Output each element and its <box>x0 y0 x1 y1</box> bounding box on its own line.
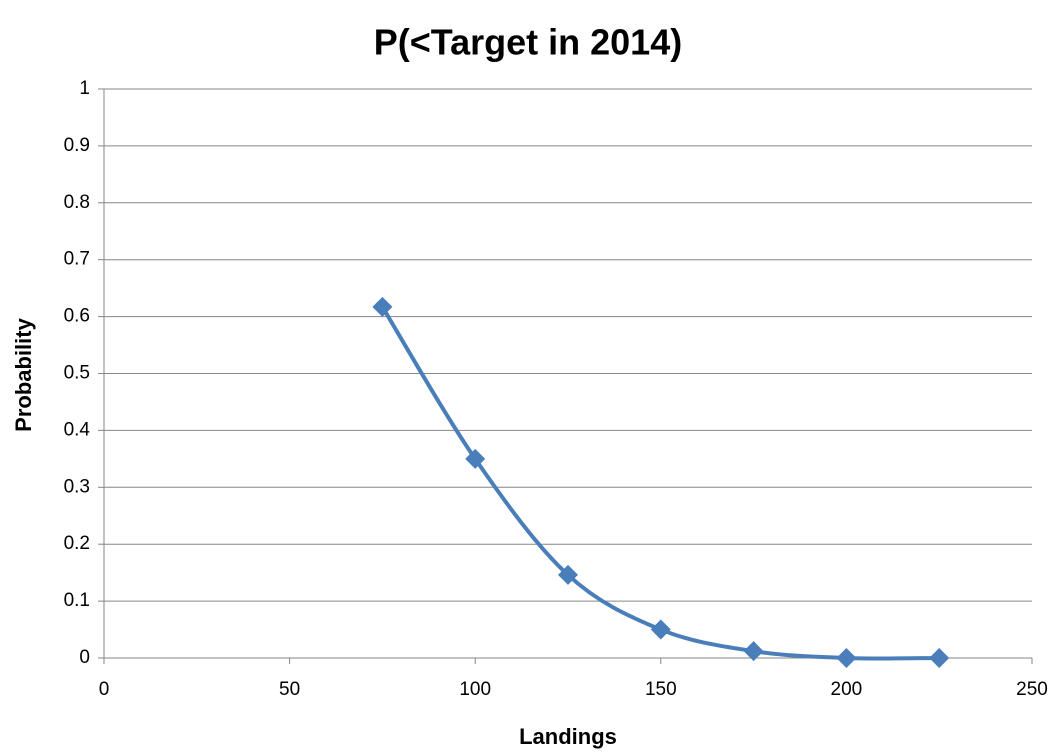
marker <box>929 648 950 668</box>
y-tick-label: 0.5 <box>64 363 90 384</box>
marker <box>650 619 671 640</box>
y-axis-label: Probability <box>11 317 36 431</box>
y-tick-label: 0.3 <box>64 476 90 497</box>
chart-title: P(<Target in 2014) <box>374 22 682 63</box>
y-tick-label: 0.7 <box>64 249 90 270</box>
y-tick-label: 0.8 <box>64 192 90 213</box>
x-axis-label: Landings <box>519 724 617 749</box>
marker <box>372 296 393 317</box>
marker <box>836 648 857 668</box>
y-tick-label: 1 <box>79 78 90 99</box>
x-tick-label: 0 <box>99 679 110 700</box>
y-tick-label: 0.4 <box>64 419 91 440</box>
x-tick-label: 250 <box>1016 679 1048 700</box>
y-tick-label: 0.9 <box>64 135 90 156</box>
marker <box>558 564 578 585</box>
x-tick-label: 100 <box>459 679 491 700</box>
marker <box>465 448 486 469</box>
y-tick-label: 0.2 <box>64 533 90 554</box>
x-tick-label: 150 <box>645 679 677 700</box>
marker <box>743 641 764 662</box>
x-tick-label: 200 <box>831 679 863 700</box>
x-tick-label: 50 <box>279 679 300 700</box>
y-tick-label: 0 <box>79 647 90 668</box>
y-tick-label: 0.6 <box>64 306 90 327</box>
y-tick-label: 0.1 <box>64 590 90 611</box>
